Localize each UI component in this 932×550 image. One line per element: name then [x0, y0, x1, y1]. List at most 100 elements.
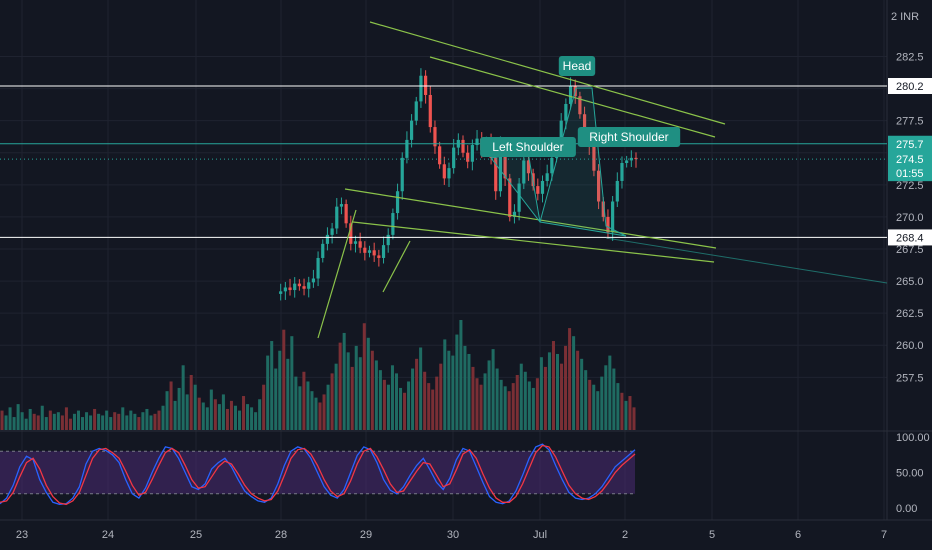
date-tick-label: 28	[275, 529, 287, 541]
volume-bar	[531, 387, 535, 430]
volume-bar	[342, 332, 346, 430]
volume-bar	[286, 358, 290, 430]
candle-body	[470, 145, 474, 162]
volume-bar	[246, 404, 250, 430]
candle-body	[372, 250, 376, 256]
volume-bar	[374, 360, 378, 430]
volume-bar	[624, 400, 628, 430]
volume-bar	[366, 337, 370, 430]
stoch-k-line	[0, 443, 636, 506]
volume-bar	[467, 353, 471, 430]
volume-bar	[93, 408, 97, 430]
volume-bar	[294, 376, 298, 430]
volume-bar	[60, 415, 64, 430]
price-axis[interactable]: 2 INR282.5280.0277.5275.0272.5270.0267.5…	[888, 11, 932, 515]
trend-line	[369, 21, 726, 125]
volume-bar	[334, 363, 338, 430]
candle-body	[498, 145, 503, 192]
price-badge-box	[888, 151, 932, 182]
volume-bar	[290, 336, 294, 430]
volume-bar	[274, 368, 278, 430]
candle-body	[424, 75, 428, 95]
price-badge-box	[888, 135, 932, 152]
candle-body	[578, 96, 582, 115]
volume-bar	[101, 415, 105, 430]
volume-bar	[616, 383, 620, 430]
volume-bar	[555, 353, 560, 430]
candle-body	[288, 287, 292, 291]
date-tick-label: 7	[881, 529, 887, 541]
candle-body	[297, 283, 301, 287]
volume-bar	[423, 371, 427, 430]
candle-body	[517, 183, 521, 212]
grid	[0, 0, 932, 521]
trend-line	[352, 221, 715, 263]
trend-line	[344, 188, 717, 249]
price-tick-label: 262.5	[896, 308, 924, 320]
drawing-tools	[317, 21, 888, 339]
candle-body	[540, 180, 545, 194]
volume-bar	[225, 408, 229, 430]
candle-body	[391, 213, 395, 235]
label-text: Left Shoulder	[492, 140, 563, 154]
volume-bar	[233, 405, 237, 430]
candle-body	[367, 250, 372, 253]
volume-bar	[471, 366, 475, 430]
candle-body	[526, 160, 531, 174]
volume-bar	[491, 349, 495, 430]
candle-body	[438, 146, 442, 165]
volume-bar	[189, 375, 193, 430]
volume-bar	[588, 379, 592, 430]
candle-body	[611, 201, 615, 233]
left-shoulder-label: Left Shoulder	[480, 137, 576, 157]
volume-bar	[499, 379, 503, 430]
candle-body	[461, 139, 465, 153]
candle-body	[405, 139, 409, 158]
time-axis[interactable]: 23 24 25 28 29 30 Jul 2 5 6 7	[16, 529, 887, 541]
label-box	[558, 56, 596, 76]
volume-bar	[262, 384, 266, 430]
volume-bar	[399, 387, 403, 430]
date-tick-label: 29	[360, 529, 372, 541]
volume-bar	[258, 399, 262, 430]
volume-bar	[28, 408, 32, 430]
price-badge-box	[888, 78, 932, 94]
volume-bar	[600, 376, 604, 430]
volume-bar	[419, 347, 423, 430]
volume-bar	[298, 386, 302, 430]
candle-body	[330, 228, 334, 235]
candle-body	[386, 234, 390, 246]
date-tick-label: 2	[622, 529, 628, 541]
trend-line	[317, 209, 357, 339]
volume-bar	[608, 355, 612, 430]
volume-bar	[217, 404, 221, 430]
volume-bar	[282, 329, 286, 430]
volume-bar	[443, 339, 447, 430]
volume-bar	[193, 384, 197, 430]
volume-bar	[495, 368, 499, 430]
price-badge-text: 268.4	[896, 232, 924, 244]
volume-bar	[32, 413, 36, 430]
volume-bar	[36, 415, 40, 430]
volume-bar	[479, 384, 483, 430]
volume-bar	[326, 384, 330, 430]
candle-body	[307, 282, 311, 289]
candle-body	[508, 178, 512, 217]
volume-bar	[48, 410, 52, 430]
volume-bar	[209, 389, 213, 430]
volume-bar	[459, 320, 463, 430]
volume-bar	[229, 400, 233, 430]
candle-body	[568, 86, 573, 104]
volume-bar	[0, 410, 4, 430]
oscillator-tick-label: 0.00	[896, 503, 917, 515]
head-shoulders-pattern	[490, 87, 627, 237]
candle-body	[414, 101, 418, 121]
volume-bar	[157, 410, 161, 430]
volume-bar	[350, 366, 354, 430]
price-badge-text: 280.2	[896, 81, 924, 93]
volume-bar	[358, 357, 362, 430]
volume-bar	[523, 371, 527, 430]
volume-bar	[354, 345, 358, 430]
volume-bar	[535, 378, 539, 430]
